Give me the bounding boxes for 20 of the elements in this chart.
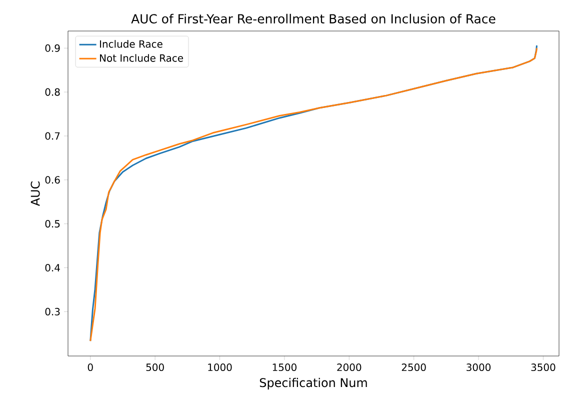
y-tick-label: 0.5 bbox=[45, 220, 60, 228]
x-tick-label: 2000 bbox=[337, 364, 362, 372]
y-tick-label: 0.3 bbox=[45, 308, 60, 316]
y-tick-label: 0.4 bbox=[45, 264, 60, 272]
y-tick-label: 0.8 bbox=[45, 88, 60, 96]
x-tick-label: 0 bbox=[88, 364, 93, 372]
x-tick-label: 3000 bbox=[466, 364, 491, 372]
x-tick-label: 500 bbox=[146, 364, 164, 372]
legend-label: Include Race bbox=[100, 40, 162, 48]
y-axis-title: AUC bbox=[30, 182, 40, 206]
y-tick-label: 0.6 bbox=[45, 176, 60, 184]
x-tick-label: 2500 bbox=[402, 364, 426, 372]
y-tick-label: 0.9 bbox=[45, 44, 60, 52]
x-tick-label: 1000 bbox=[208, 364, 232, 372]
x-axis-title: Specification Num bbox=[260, 378, 367, 390]
x-tick-label: 1500 bbox=[272, 364, 296, 372]
y-tick-label: 0.7 bbox=[45, 132, 60, 140]
x-tick-label: 3500 bbox=[531, 364, 556, 372]
legend-label: Not Include Race bbox=[100, 54, 184, 62]
chart-title: AUC of First-Year Re-enrollment Based on Inclusion of Race bbox=[131, 14, 496, 24]
